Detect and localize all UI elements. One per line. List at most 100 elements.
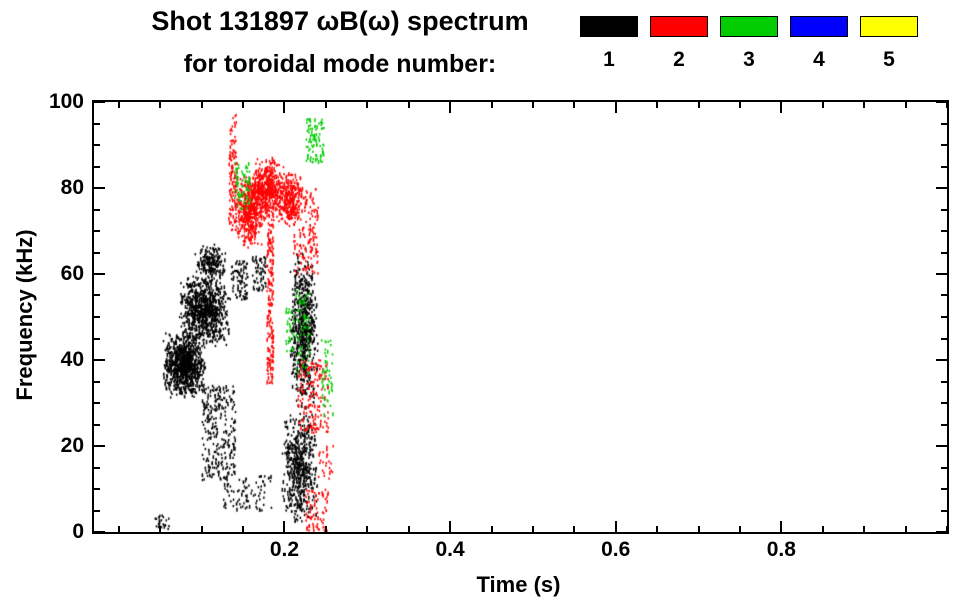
tick-mark	[941, 467, 947, 469]
tick-mark	[941, 166, 947, 168]
tick-mark	[94, 338, 100, 340]
tick-mark	[94, 402, 100, 404]
tick-mark	[491, 102, 493, 108]
tick-mark	[822, 102, 824, 108]
tick-mark	[94, 316, 100, 318]
tick-mark	[941, 316, 947, 318]
tick-mark	[94, 273, 105, 275]
x-axis-label: Time (s)	[476, 572, 561, 597]
tick-mark	[822, 526, 824, 532]
tick-mark	[94, 381, 100, 383]
tick-mark	[532, 526, 534, 532]
legend-swatch-n3	[720, 16, 778, 37]
tick-mark	[325, 102, 327, 108]
x-tick-label: 0.2	[269, 538, 300, 561]
tick-mark	[94, 488, 100, 490]
y-tick-label: 60	[60, 262, 84, 285]
tick-mark	[94, 467, 100, 469]
tick-mark	[573, 102, 575, 108]
tick-mark	[941, 402, 947, 404]
tick-mark	[366, 526, 368, 532]
x-tick-label: 0.4	[435, 538, 465, 561]
tick-mark	[449, 521, 451, 532]
tick-mark	[941, 123, 947, 125]
y-tick-label: 80	[60, 176, 84, 199]
tick-mark	[698, 526, 700, 532]
legend-swatch-n4	[790, 16, 848, 37]
tick-mark	[94, 359, 105, 361]
tick-mark	[408, 526, 410, 532]
tick-mark	[325, 526, 327, 532]
tick-mark	[905, 102, 907, 108]
tick-mark	[94, 101, 105, 103]
tick-mark	[946, 102, 948, 108]
tick-mark	[94, 209, 100, 211]
tick-mark	[283, 102, 285, 113]
tick-mark	[936, 445, 947, 447]
tick-mark	[118, 526, 120, 532]
tick-mark	[532, 102, 534, 108]
tick-mark	[94, 230, 100, 232]
tick-mark	[94, 123, 100, 125]
tick-mark	[656, 526, 658, 532]
tick-mark	[941, 338, 947, 340]
tick-mark	[366, 102, 368, 108]
tick-mark	[94, 424, 100, 426]
tick-mark	[863, 526, 865, 532]
y-tick-label: 0	[72, 520, 84, 543]
tick-mark	[159, 102, 161, 108]
tick-mark	[615, 521, 617, 532]
legend-swatch-n2	[650, 16, 708, 37]
tick-mark	[449, 102, 451, 113]
tick-mark	[780, 521, 782, 532]
y-tick-label: 100	[48, 90, 84, 113]
tick-mark	[780, 102, 782, 113]
tick-mark	[941, 144, 947, 146]
tick-mark	[941, 424, 947, 426]
tick-mark	[941, 381, 947, 383]
tick-mark	[491, 526, 493, 532]
tick-mark	[941, 488, 947, 490]
tick-mark	[615, 102, 617, 113]
legend-label-n4: 4	[813, 48, 825, 71]
tick-mark	[698, 102, 700, 108]
tick-mark	[905, 526, 907, 532]
tick-mark	[94, 445, 105, 447]
tick-mark	[408, 102, 410, 108]
tick-mark	[936, 273, 947, 275]
tick-mark	[936, 187, 947, 189]
tick-mark	[863, 102, 865, 108]
legend-label-n1: 1	[603, 48, 615, 71]
y-tick-label: 20	[60, 434, 84, 457]
tick-mark	[94, 187, 105, 189]
tick-mark	[936, 531, 947, 533]
tick-mark	[941, 294, 947, 296]
plot-area	[92, 100, 949, 534]
tick-mark	[283, 521, 285, 532]
chart-subtitle: for toroidal mode number:	[183, 50, 497, 78]
tick-mark	[936, 101, 947, 103]
tick-mark	[946, 526, 948, 532]
tick-mark	[739, 102, 741, 108]
tick-mark	[94, 294, 100, 296]
tick-mark	[941, 510, 947, 512]
tick-mark	[936, 359, 947, 361]
x-tick-label: 0.8	[766, 538, 796, 561]
scatter-canvas	[94, 102, 947, 532]
tick-mark	[118, 102, 120, 108]
legend-swatch-n5	[860, 16, 918, 37]
tick-mark	[242, 102, 244, 108]
tick-mark	[94, 166, 100, 168]
legend-label-n3: 3	[743, 48, 755, 71]
tick-mark	[159, 526, 161, 532]
tick-mark	[201, 526, 203, 532]
tick-mark	[94, 510, 100, 512]
x-tick-label: 0.6	[601, 538, 631, 561]
y-axis-label: Frequency (kHz)	[12, 229, 37, 401]
chart-title: Shot 131897 ωB(ω) spectrum	[151, 6, 529, 36]
tick-mark	[94, 252, 100, 254]
y-tick-label: 40	[60, 348, 84, 371]
tick-mark	[941, 252, 947, 254]
tick-mark	[94, 531, 105, 533]
